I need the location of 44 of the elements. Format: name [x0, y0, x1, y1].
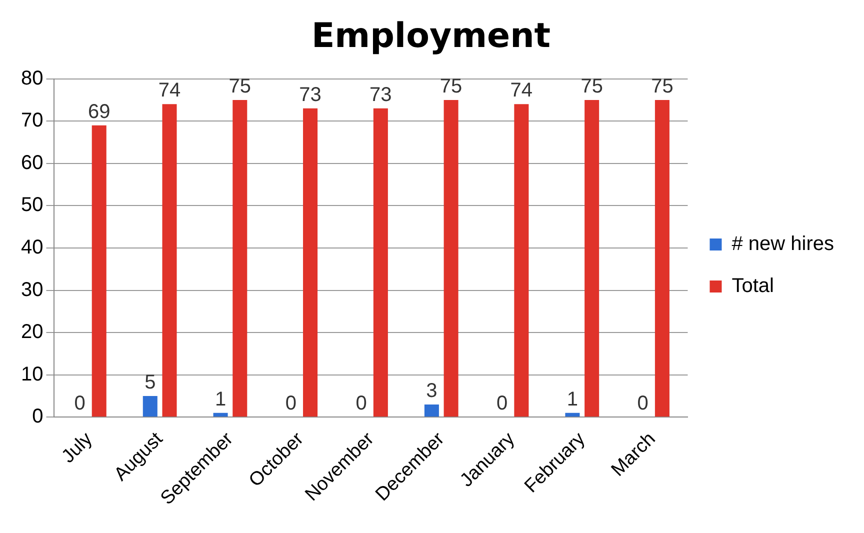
- data-label: 73: [299, 84, 322, 106]
- bar: [213, 412, 228, 417]
- chart-title: Employment: [311, 16, 551, 56]
- bar: [232, 100, 248, 417]
- bar: [162, 104, 177, 417]
- data-label: 1: [214, 388, 226, 410]
- bar: [584, 100, 600, 417]
- y-tick-label: 70: [20, 110, 44, 132]
- data-label: 0: [285, 392, 296, 415]
- data-label: 74: [510, 80, 533, 102]
- data-label: 5: [144, 372, 156, 394]
- bar: [142, 396, 158, 417]
- data-label: 0: [637, 392, 648, 415]
- data-label: 0: [496, 392, 508, 415]
- bar: [373, 108, 388, 417]
- y-tick-label: 80: [20, 67, 44, 90]
- data-label: 75: [580, 75, 603, 98]
- data-label: 0: [74, 392, 86, 415]
- y-tick-label: 0: [32, 406, 44, 428]
- y-tick-label: 40: [20, 236, 44, 258]
- bar: [654, 100, 670, 417]
- bar: [303, 108, 318, 417]
- legend-label: # new hires: [732, 233, 834, 256]
- bar: [424, 404, 439, 417]
- bar: [92, 125, 106, 417]
- y-tick-label: 60: [20, 152, 44, 174]
- y-tick-label: 50: [20, 194, 44, 216]
- data-label: 75: [440, 75, 462, 98]
- data-label: 75: [651, 75, 674, 98]
- y-tick-label: 20: [20, 321, 44, 344]
- data-label: 75: [228, 75, 252, 98]
- data-label: 73: [370, 84, 392, 106]
- bar: [444, 100, 458, 417]
- data-label: 69: [88, 100, 110, 123]
- data-label: 0: [356, 392, 367, 415]
- bar: [565, 412, 580, 417]
- data-label: 1: [566, 388, 578, 410]
- bar: [514, 104, 529, 417]
- data-label: 74: [158, 80, 181, 102]
- data-label: 3: [426, 380, 438, 402]
- x-tick-label: July: [58, 428, 98, 468]
- y-tick-label: 10: [20, 363, 44, 386]
- legend-label: Total: [732, 275, 774, 298]
- y-tick-label: 30: [20, 278, 44, 301]
